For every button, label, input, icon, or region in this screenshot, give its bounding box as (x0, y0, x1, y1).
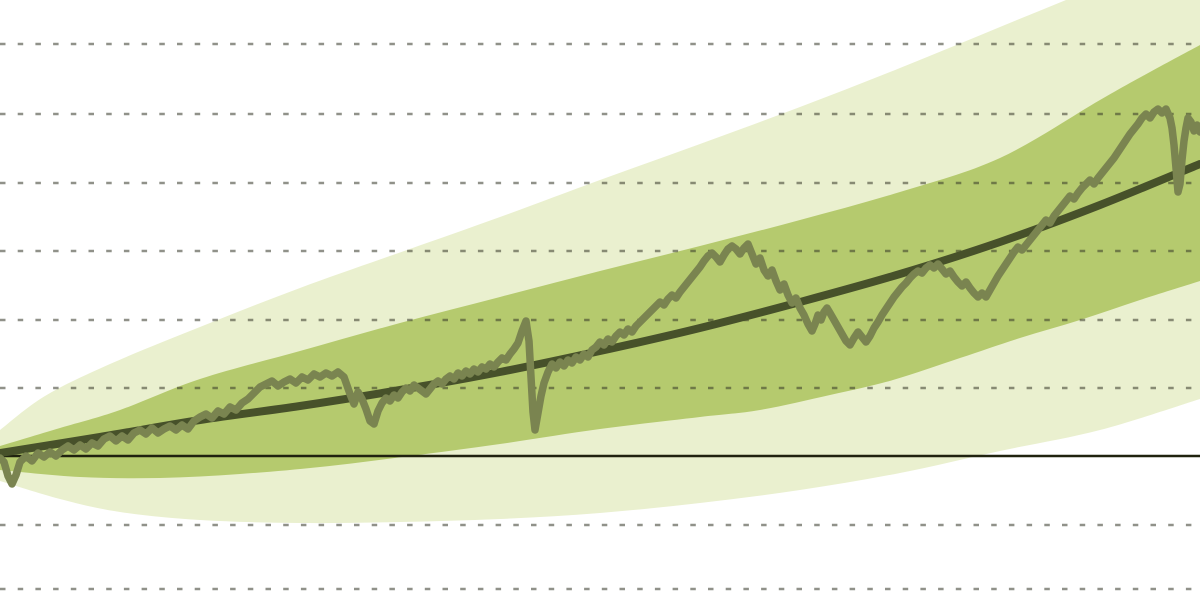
gridlines (0, 42, 1200, 591)
actual-index-line (0, 105, 1200, 488)
inner-confidence-band (0, 45, 1200, 479)
confidence-bands (0, 0, 1200, 524)
data-series (0, 105, 1200, 488)
